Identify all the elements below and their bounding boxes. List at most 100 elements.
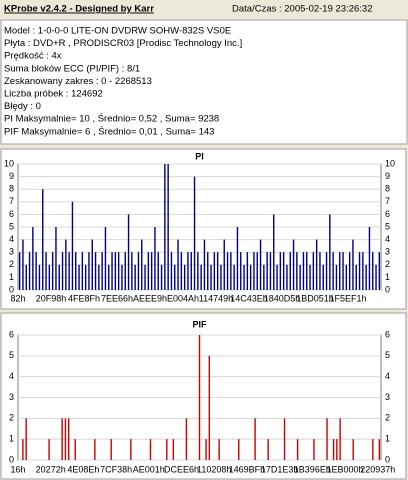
bar [167, 164, 169, 290]
bar [38, 264, 41, 290]
y-tick-label-right: 2 [385, 413, 390, 423]
bar [124, 252, 126, 290]
bar [269, 252, 272, 290]
bar [306, 252, 308, 290]
bar [368, 227, 371, 290]
bar [166, 439, 168, 460]
bar [68, 252, 70, 290]
bar [336, 439, 338, 460]
y-tick-label: 4 [9, 234, 14, 244]
bar [233, 264, 235, 290]
x-tick-label: 110208h [197, 464, 231, 474]
bar [200, 264, 202, 290]
y-tick-label: 3 [9, 392, 14, 402]
bar [61, 418, 63, 460]
bar [313, 439, 315, 460]
y-tick-label: 2 [9, 413, 14, 423]
bar [114, 252, 117, 290]
bar [326, 418, 328, 460]
bar [94, 439, 96, 460]
bar [121, 264, 123, 290]
bar [352, 239, 354, 290]
x-tick-label: 220937h [360, 464, 395, 474]
bar [177, 239, 179, 290]
bar [160, 264, 163, 290]
bar [319, 252, 321, 290]
bar [91, 239, 93, 290]
bar [22, 439, 24, 460]
y-tick-label-right: 6 [385, 329, 390, 339]
info-line: Liczba próbek : 124692 [4, 89, 103, 100]
bar [322, 264, 324, 290]
y-tick-label: 5 [9, 221, 14, 231]
y-tick-label: 0 [9, 454, 14, 464]
bar [180, 252, 183, 290]
x-tick-label: 1469BFh [229, 464, 266, 474]
x-tick-label: 1840D5h [264, 293, 301, 303]
y-tick-label-right: 9 [385, 171, 390, 181]
bar [309, 264, 311, 290]
bar [282, 252, 285, 290]
x-tick-label: E004Ah [167, 293, 199, 303]
y-tick-label-right: 1 [385, 434, 390, 444]
bar [51, 252, 54, 290]
bar [35, 252, 37, 290]
bar [375, 264, 377, 290]
bar [58, 264, 60, 290]
bar [254, 418, 256, 460]
bar [332, 252, 334, 290]
x-tick-label: 20F98h [36, 293, 67, 303]
bar [32, 227, 34, 290]
bar [172, 439, 175, 460]
info-line: Suma bloków ECC (PI/PIF) : 8/1 [4, 63, 140, 74]
y-tick-label: 6 [9, 209, 14, 219]
bar [55, 227, 57, 290]
bar [45, 252, 47, 290]
bar [78, 264, 80, 290]
bar [164, 164, 166, 290]
x-tick-label: 1EB000h [327, 464, 364, 474]
bar [98, 264, 100, 290]
bar [154, 227, 156, 290]
bar [246, 252, 249, 290]
bar [279, 252, 282, 290]
app-title: KProbe v2.4.2 - Designed by Karr [4, 4, 154, 15]
info-line: Zeskanowany zakres : 0 - 2268513 [4, 76, 152, 87]
y-tick-label: 0 [9, 284, 14, 294]
x-tick-label: 1BD051h [296, 293, 334, 303]
bar [101, 252, 103, 290]
bar [84, 264, 87, 290]
y-tick-label: 7 [9, 196, 14, 206]
bar [88, 252, 90, 290]
x-tick-label: 20272h [36, 464, 66, 474]
y-tick-label: 4 [9, 371, 14, 381]
bar [362, 252, 364, 290]
bar [48, 439, 50, 460]
bar [238, 439, 240, 460]
x-tick-label: 1F5EF1h [329, 293, 366, 303]
x-tick-label: 17D1E3h [261, 464, 299, 474]
bar [203, 239, 206, 290]
bar [315, 239, 318, 290]
bar [273, 214, 275, 290]
y-tick-label: 9 [9, 171, 14, 181]
bar [94, 252, 97, 290]
x-tick-label: DCEE6h [164, 464, 199, 474]
y-tick-label: 10 [4, 158, 14, 168]
bar [141, 239, 143, 290]
bar [263, 264, 265, 290]
y-tick-label-right: 5 [385, 350, 390, 360]
bar [283, 418, 286, 460]
bar [157, 252, 159, 290]
bar [218, 439, 220, 460]
bar [71, 201, 74, 290]
bar [75, 252, 77, 290]
y-tick-label-right: 4 [385, 234, 390, 244]
y-tick-label: 1 [9, 434, 14, 444]
x-tick-label: 114749h [199, 293, 233, 303]
y-tick-label-right: 7 [385, 196, 390, 206]
y-tick-label-right: 0 [385, 284, 390, 294]
bar [185, 418, 188, 460]
y-tick-label-right: 5 [385, 221, 390, 231]
